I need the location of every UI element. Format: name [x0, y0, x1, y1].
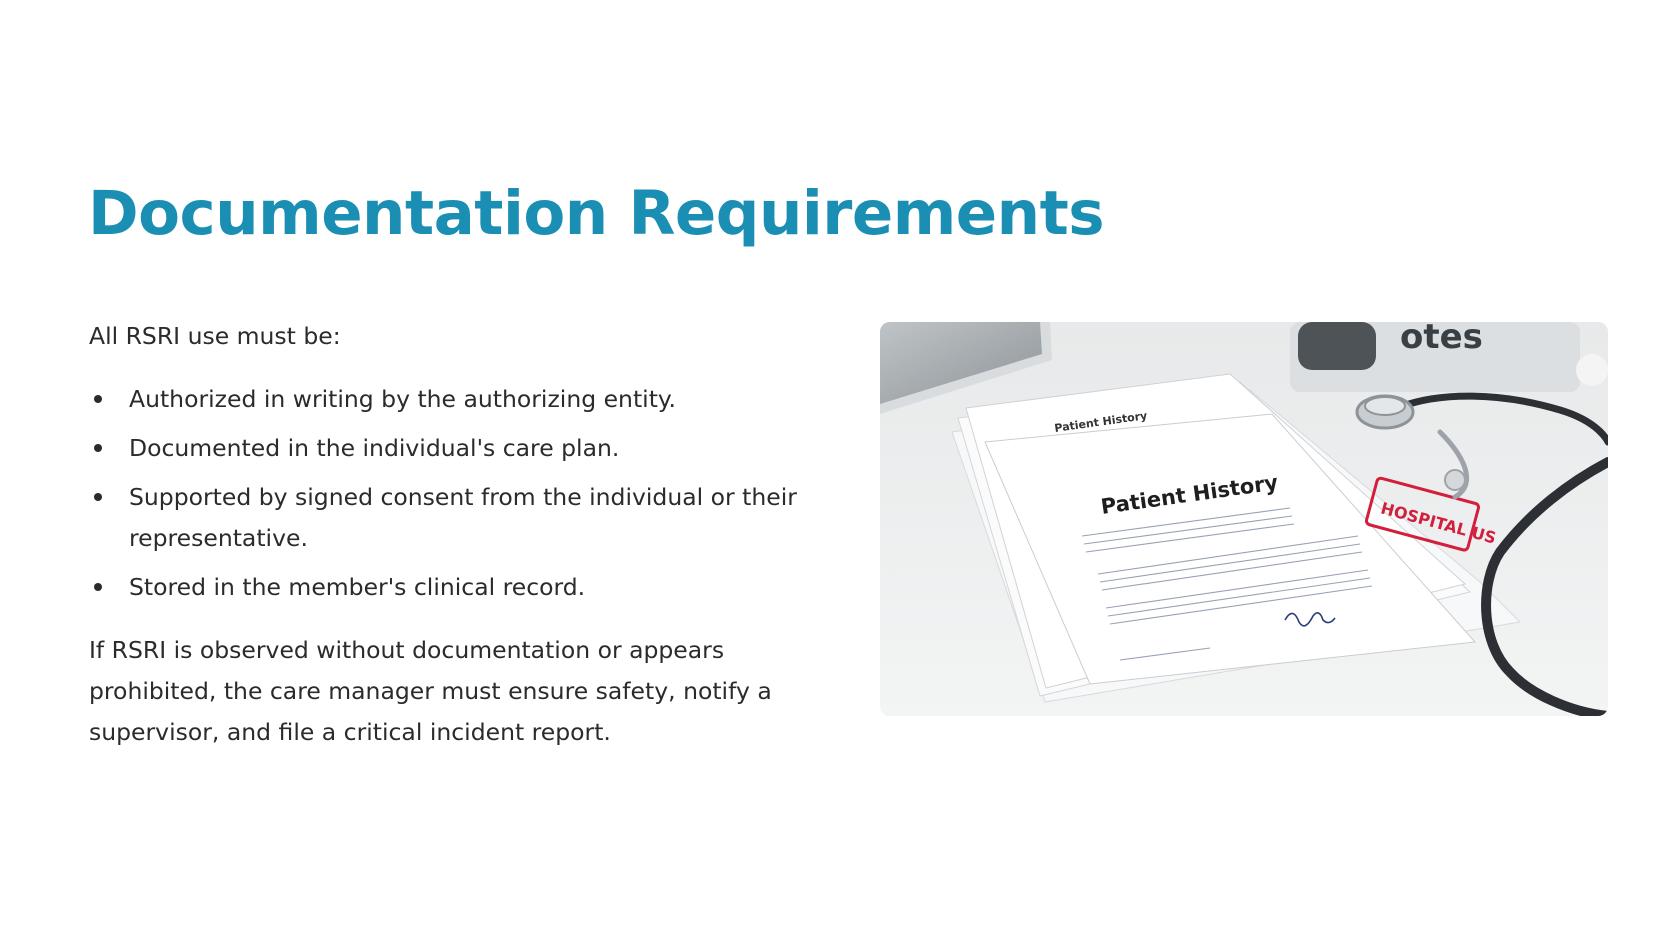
signature [1284, 612, 1336, 627]
list-item: Supported by signed consent from the ind… [89, 477, 809, 559]
text-column: All RSRI use must be: Authorized in writ… [89, 316, 809, 753]
requirements-list: Authorized in writing by the authorizing… [89, 379, 809, 608]
list-item: Documented in the individual's care plan… [89, 428, 809, 469]
bullet-icon [94, 444, 102, 452]
supply-box-icon: otes [1290, 322, 1608, 392]
patient-history-photo: otes Patient History Patient History [880, 322, 1608, 716]
list-item-text: Documented in the individual's care plan… [129, 434, 620, 462]
list-item-text: Stored in the member's clinical record. [129, 573, 586, 601]
intro-text: All RSRI use must be: [89, 322, 341, 350]
list-item: Stored in the member's clinical record. [89, 567, 809, 608]
bullet-icon [94, 583, 102, 591]
tablet-icon [880, 322, 1052, 414]
list-item-text: Supported by signed consent from the ind… [129, 483, 797, 552]
slide-title: Documentation Requirements [88, 178, 1105, 249]
list-item-text: Authorized in writing by the authorizing… [129, 385, 676, 413]
document-stack: Patient History Patient History [951, 373, 1522, 703]
bullet-icon [94, 395, 102, 403]
stethoscope-icon [1355, 392, 1608, 716]
box-label: otes [1400, 322, 1483, 357]
bullet-icon [94, 493, 102, 501]
closing-text: If RSRI is observed without documentatio… [89, 636, 772, 746]
list-item: Authorized in writing by the authorizing… [89, 379, 809, 420]
